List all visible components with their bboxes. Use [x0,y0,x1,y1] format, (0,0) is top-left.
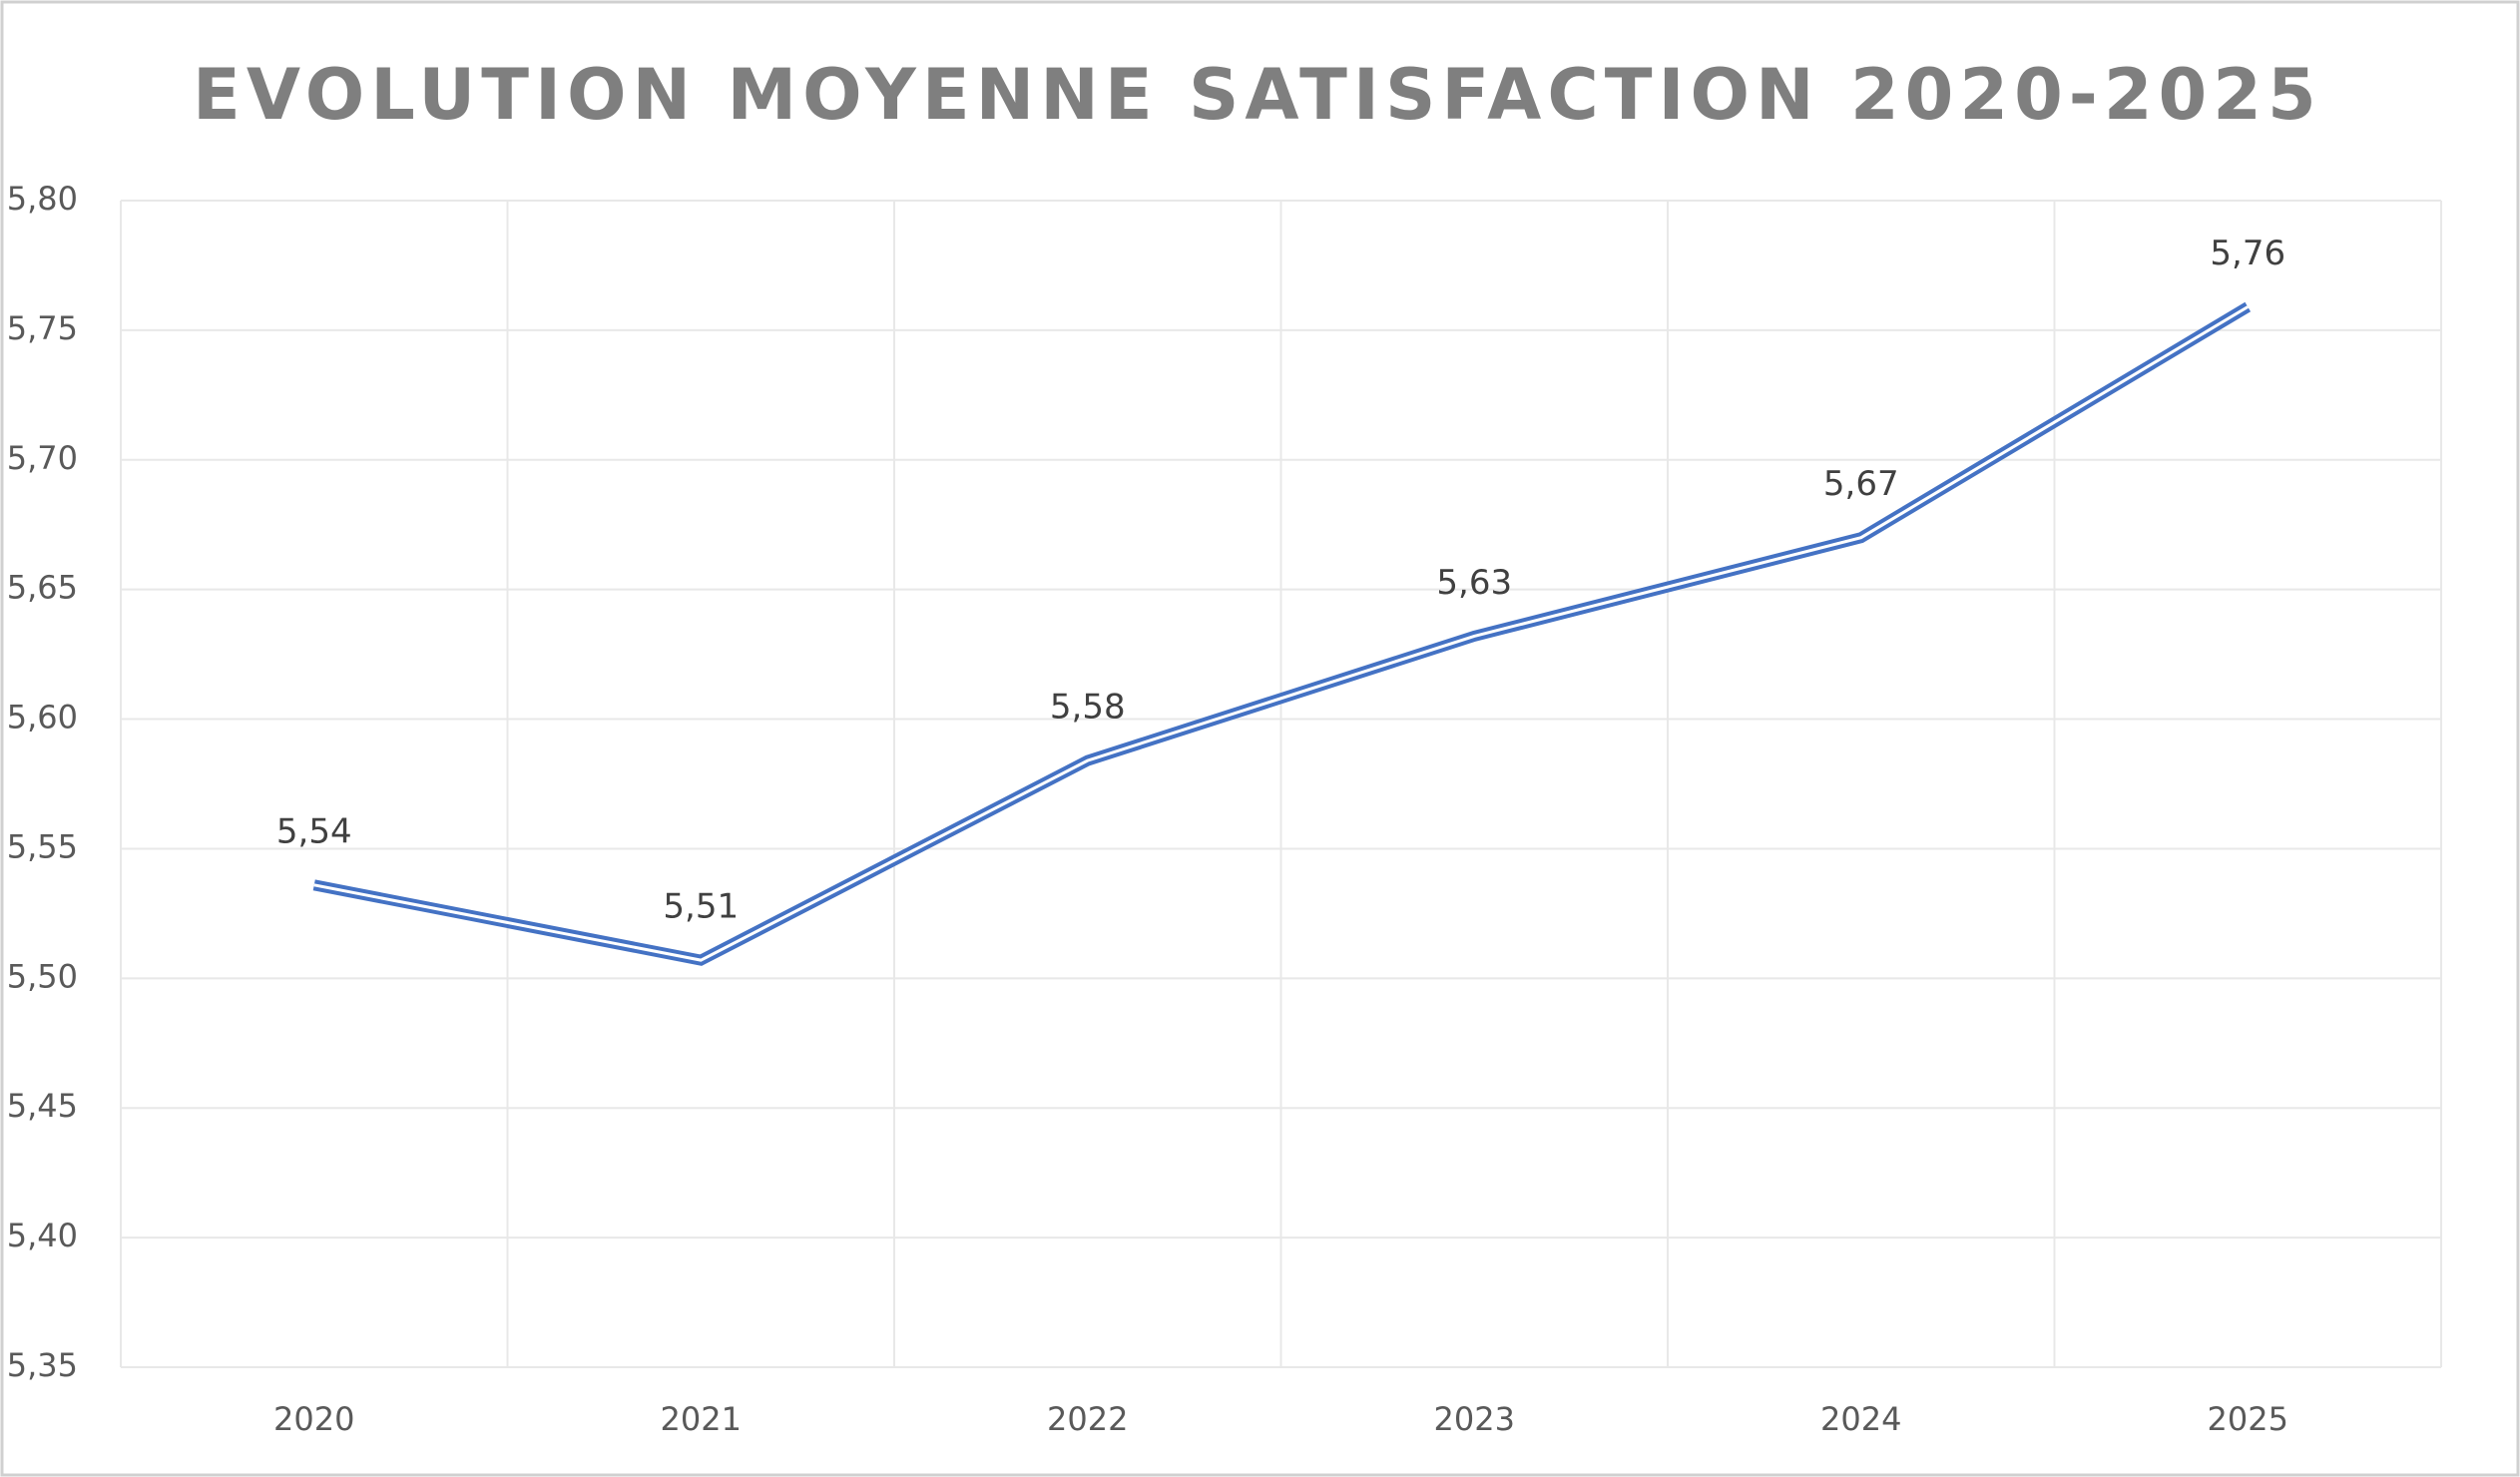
y-tick-label: 5,60 [7,699,78,737]
y-tick-label: 5,40 [7,1217,78,1254]
chart-title: EVOLUTION MOYENNE SATISFACTION 2020-2025 [193,54,2322,136]
y-tick-label: 5,35 [7,1346,78,1384]
x-tick-label: 2022 [1047,1400,1128,1438]
data-label: 5,63 [1436,563,1512,603]
data-label: 5,58 [1050,688,1126,728]
x-tick-label: 2024 [1820,1400,1901,1438]
data-label: 5,67 [1823,464,1899,504]
x-tick-label: 2023 [1434,1400,1515,1438]
data-label: 5,54 [276,811,352,851]
y-tick-label: 5,65 [7,569,78,607]
y-tick-label: 5,55 [7,827,78,865]
line-series-inner [313,305,2250,962]
data-label: 5,76 [2210,234,2285,273]
data-label: 5,51 [663,887,739,927]
y-tick-label: 5,50 [7,957,78,995]
y-tick-label: 5,45 [7,1087,78,1125]
x-tick-label: 2020 [273,1400,354,1438]
x-tick-label: 2021 [661,1400,742,1438]
y-tick-label: 5,70 [7,439,78,477]
y-tick-label: 5,75 [7,309,78,347]
y-tick-label: 5,80 [7,180,78,218]
x-tick-label: 2025 [2208,1400,2288,1438]
